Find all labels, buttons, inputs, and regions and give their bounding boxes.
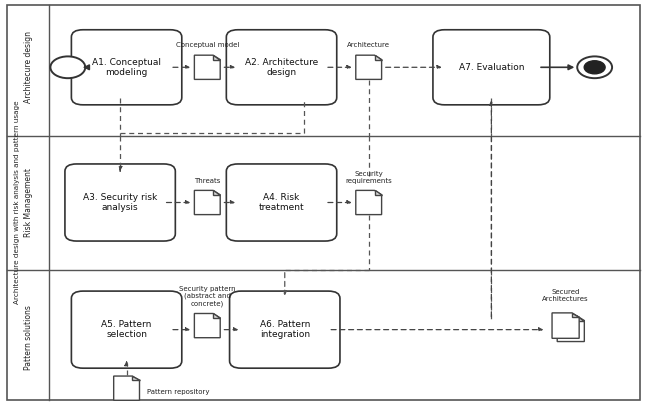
Polygon shape: [194, 313, 220, 338]
Text: Conceptual model: Conceptual model: [175, 42, 239, 48]
FancyBboxPatch shape: [226, 164, 336, 241]
FancyBboxPatch shape: [7, 5, 640, 400]
Polygon shape: [356, 190, 382, 215]
Polygon shape: [114, 376, 140, 400]
Text: A5. Pattern
selection: A5. Pattern selection: [102, 320, 152, 339]
Polygon shape: [194, 55, 220, 79]
Polygon shape: [572, 313, 579, 318]
Text: A3. Security risk
analysis: A3. Security risk analysis: [83, 193, 157, 212]
Polygon shape: [356, 55, 382, 79]
Text: Pattern repository: Pattern repository: [148, 389, 210, 395]
Polygon shape: [557, 316, 584, 341]
Text: Risk Management: Risk Management: [24, 168, 32, 237]
Polygon shape: [213, 190, 220, 195]
Polygon shape: [375, 190, 382, 195]
Text: Architecture design with risk analysis and pattern usage: Architecture design with risk analysis a…: [14, 101, 20, 304]
Polygon shape: [213, 55, 220, 60]
Text: A4. Risk
treatment: A4. Risk treatment: [259, 193, 304, 212]
Text: Security pattern
(abstract and
concrete): Security pattern (abstract and concrete): [179, 286, 236, 307]
FancyBboxPatch shape: [230, 291, 340, 368]
Polygon shape: [133, 376, 140, 380]
Text: A1. Conceptual
modeling: A1. Conceptual modeling: [92, 58, 161, 77]
FancyBboxPatch shape: [433, 30, 550, 105]
Polygon shape: [375, 55, 382, 60]
Circle shape: [584, 61, 605, 74]
Circle shape: [577, 56, 612, 78]
Polygon shape: [552, 313, 579, 338]
FancyBboxPatch shape: [226, 30, 336, 105]
Text: Security
requirements: Security requirements: [345, 171, 392, 183]
Text: A6. Pattern
integration: A6. Pattern integration: [259, 320, 310, 339]
Text: A2. Architecture
design: A2. Architecture design: [245, 58, 318, 77]
Text: Threats: Threats: [194, 177, 221, 183]
Polygon shape: [194, 190, 220, 215]
FancyBboxPatch shape: [71, 291, 182, 368]
FancyBboxPatch shape: [71, 30, 182, 105]
Text: A7. Evaluation: A7. Evaluation: [459, 63, 524, 72]
Circle shape: [50, 56, 85, 78]
Text: Secured
Architectures: Secured Architectures: [542, 289, 589, 302]
Text: Architecure design: Architecure design: [24, 31, 32, 103]
Polygon shape: [577, 316, 584, 320]
Text: Pattern solutions: Pattern solutions: [24, 305, 32, 370]
Text: Architecture: Architecture: [347, 42, 390, 48]
Polygon shape: [213, 313, 220, 318]
FancyBboxPatch shape: [65, 164, 175, 241]
